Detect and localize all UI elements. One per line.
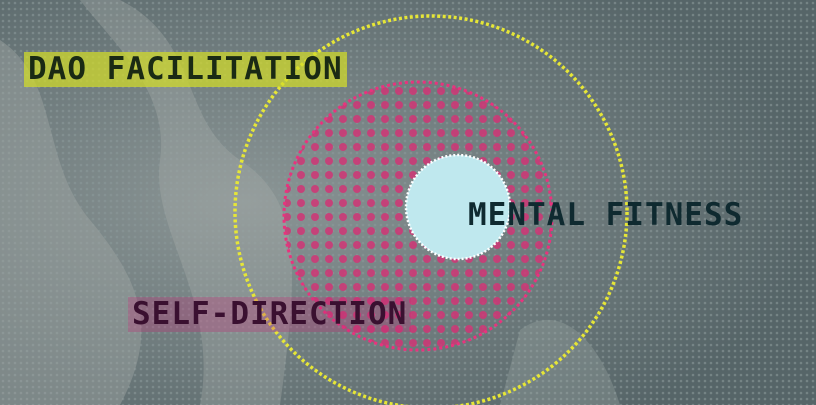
label-dao-facilitation: DAO FACILITATION bbox=[24, 52, 347, 87]
label-self-direction: SELF-DIRECTION bbox=[128, 297, 412, 332]
label-mental-fitness: MENTAL FITNESS bbox=[468, 197, 744, 233]
outer-ring bbox=[233, 14, 629, 405]
core-circle bbox=[406, 155, 510, 259]
middle-ring bbox=[282, 80, 554, 352]
core-ring bbox=[404, 153, 512, 261]
